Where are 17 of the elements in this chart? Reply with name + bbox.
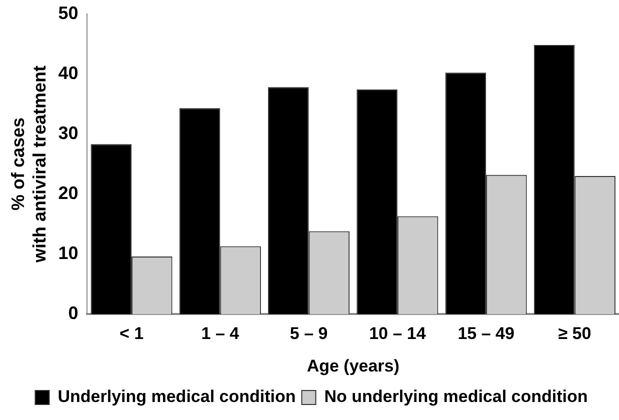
y-tick-label: 40 [58,62,78,83]
x-tick-label: 1 – 4 [201,324,240,344]
y-tick-label: 20 [58,183,78,204]
y-tick-label: 10 [58,243,78,264]
x-tick-label: < 1 [119,324,144,344]
x-tick-label: 15 – 49 [458,324,514,344]
text: % of cases [8,117,28,211]
text: with antiviral treatment [29,65,50,263]
x-tick-label: 10 – 14 [369,324,426,344]
legend-label: Underlying medical condition [58,387,296,406]
x-tick-label: 5 – 9 [290,324,328,344]
y-tick-label: 30 [58,122,78,143]
legend-label: No underlying medical condition [324,387,588,406]
y-tick-label: 0 [68,303,78,324]
y-tick-label: 50 [58,2,78,23]
x-axis-title: Age (years) [306,356,400,376]
x-tick-label: ≥ 50 [558,324,592,344]
